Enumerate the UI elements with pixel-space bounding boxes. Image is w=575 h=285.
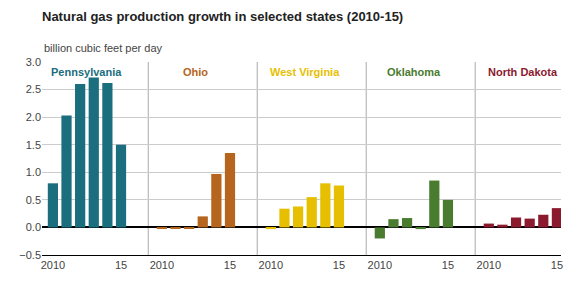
svg-text:West Virginia: West Virginia — [270, 66, 340, 78]
svg-text:2.5: 2.5 — [26, 83, 41, 95]
svg-text:2010: 2010 — [477, 259, 501, 271]
svg-text:15: 15 — [442, 259, 454, 271]
svg-text:1.0: 1.0 — [26, 166, 41, 178]
svg-text:0.0: 0.0 — [26, 221, 41, 233]
svg-text:Ohio: Ohio — [183, 66, 208, 78]
svg-text:1.5: 1.5 — [26, 139, 41, 151]
svg-text:2010: 2010 — [259, 259, 283, 271]
svg-text:2010: 2010 — [41, 259, 65, 271]
svg-text:billion cubic feet per day: billion cubic feet per day — [44, 42, 163, 54]
svg-text:−0.5: −0.5 — [19, 249, 41, 261]
svg-text:Oklahoma: Oklahoma — [387, 66, 441, 78]
svg-text:2010: 2010 — [150, 259, 174, 271]
svg-text:15: 15 — [115, 259, 127, 271]
svg-text:North Dakota: North Dakota — [488, 66, 558, 78]
svg-text:Pennsylvania: Pennsylvania — [51, 66, 122, 78]
svg-text:0.5: 0.5 — [26, 194, 41, 206]
svg-text:15: 15 — [333, 259, 345, 271]
svg-text:Natural gas production growth: Natural gas production growth in selecte… — [42, 9, 403, 24]
svg-text:2010: 2010 — [368, 259, 392, 271]
svg-text:15: 15 — [551, 259, 563, 271]
svg-text:3.0: 3.0 — [26, 56, 41, 68]
svg-text:15: 15 — [224, 259, 236, 271]
svg-text:2.0: 2.0 — [26, 111, 41, 123]
